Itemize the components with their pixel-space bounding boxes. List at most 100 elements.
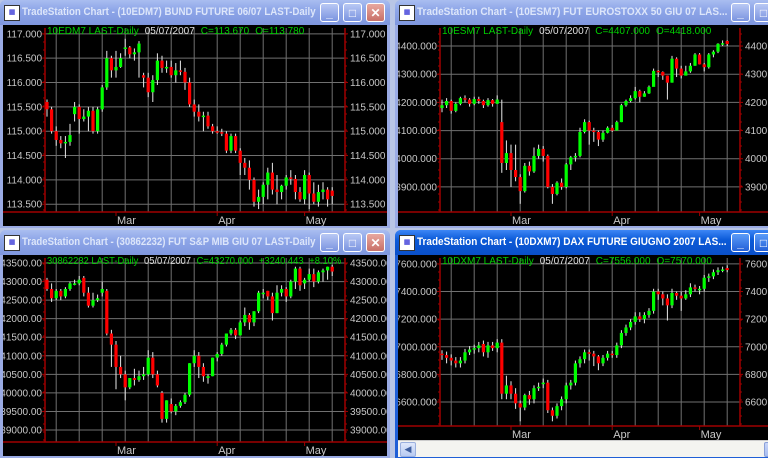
candle-body xyxy=(201,115,205,118)
candle-body xyxy=(569,382,573,386)
candle-body xyxy=(537,148,541,156)
candle-body xyxy=(587,352,591,354)
minimize-button[interactable]: _ xyxy=(320,3,339,22)
tradestation-chart-icon[interactable]: ▦ xyxy=(4,5,20,21)
maximize-button[interactable]: □ xyxy=(343,233,362,252)
legend-percent: +8.10% xyxy=(309,256,342,267)
tradestation-chart-icon[interactable]: ▦ xyxy=(4,235,20,251)
minimize-button[interactable]: _ xyxy=(320,233,339,252)
candle-body xyxy=(564,385,568,400)
chart-window-eurostoxx[interactable]: ▦ TradeStation Chart - (10ESM7) FUT EURO… xyxy=(395,0,768,228)
candle-body xyxy=(234,329,238,336)
candle-body xyxy=(307,274,311,280)
price-chart[interactable]: 117.000 117.000 116.500 116.500 116.000 116.0… xyxy=(3,25,387,226)
candle-body xyxy=(86,110,90,117)
chart-window-bund[interactable]: ▦ TradeStation Chart - (10EDM7) BUND FUT… xyxy=(0,0,390,228)
candle-body xyxy=(330,190,334,196)
y-axis-label-left: 117.000 xyxy=(7,29,43,40)
title-bar[interactable]: ▦ TradeStation Chart - (10DXM7) DAX FUTU… xyxy=(395,230,768,255)
x-axis-label: Apr xyxy=(613,215,630,226)
y-axis-label-left: 115.500 xyxy=(7,102,43,113)
title-bar[interactable]: ▦ TradeStation Chart - (10EDM7) BUND FUT… xyxy=(0,0,390,25)
title-bar[interactable]: ▦ TradeStation Chart - (10ESM7) FUT EURO… xyxy=(395,0,768,25)
candle-body xyxy=(665,75,669,83)
candle-body xyxy=(656,70,660,73)
candle-body xyxy=(504,385,508,394)
maximize-button[interactable]: □ xyxy=(343,3,362,22)
scroll-left-button[interactable]: ◀ xyxy=(400,442,416,457)
candle-body xyxy=(137,376,141,380)
candle-body xyxy=(564,164,568,187)
y-axis-label-right: 7400.000 xyxy=(745,287,768,298)
y-axis-label-right: 41000.00 xyxy=(350,351,387,362)
candle-body xyxy=(652,70,656,87)
candle-body xyxy=(546,155,550,187)
candle-body xyxy=(578,131,582,156)
legend-symbol: 30862232 LAST-Daily xyxy=(47,256,139,267)
candle-body xyxy=(293,268,297,282)
x-axis-label: Apr xyxy=(218,215,235,226)
candle-body xyxy=(665,298,669,306)
chart-svg: 117.000 117.000 116.500 116.500 116.000 116.0… xyxy=(3,28,387,226)
chart-window-sp-mib[interactable]: ▦ TradeStation Chart - (30862232) FUT S&… xyxy=(0,230,390,458)
minimize-button[interactable]: _ xyxy=(731,233,750,252)
candle-body xyxy=(59,290,63,297)
candle-body xyxy=(280,288,284,293)
tradestation-chart-icon[interactable]: ▦ xyxy=(399,235,415,251)
candle-body xyxy=(326,189,330,200)
candle-body xyxy=(596,131,600,140)
y-axis-label-left: 39500.00 xyxy=(3,407,42,418)
candle-body xyxy=(206,115,210,127)
candle-body xyxy=(224,333,228,345)
horizontal-scrollbar[interactable]: ◀ xyxy=(398,440,768,457)
candle-body xyxy=(711,272,715,277)
candle-body xyxy=(688,287,692,295)
price-chart[interactable]: 7600.000 7600.000 7400.000 7400.000 7200.000… xyxy=(398,255,768,440)
candle-body xyxy=(445,355,449,358)
candle-body xyxy=(449,357,453,361)
candle-body xyxy=(266,172,270,185)
x-axis-label: May xyxy=(701,429,722,440)
legend-symbol: 10EDM7 LAST-Daily xyxy=(47,26,139,37)
y-axis-label-right: 4400.000 xyxy=(745,42,768,53)
candle-body xyxy=(100,288,104,293)
candle-body xyxy=(721,43,725,45)
candle-body xyxy=(261,184,265,197)
candle-body xyxy=(321,189,325,193)
x-axis-label: Apr xyxy=(613,429,630,440)
candle-body xyxy=(68,135,72,142)
candle-body xyxy=(293,178,297,193)
close-button[interactable]: ✕ xyxy=(366,233,385,252)
title-bar[interactable]: ▦ TradeStation Chart - (30862232) FUT S&… xyxy=(0,230,390,255)
candle-body xyxy=(197,111,201,117)
tradestation-chart-icon[interactable]: ▦ xyxy=(399,5,415,21)
chart-window-dax[interactable]: ▦ TradeStation Chart - (10DXM7) DAX FUTU… xyxy=(395,230,768,458)
price-chart[interactable]: 4400.000 4400.000 4300.000 4300.000 4200.000… xyxy=(398,25,768,226)
candle-body xyxy=(174,70,178,76)
minimize-icon: _ xyxy=(737,6,744,20)
candle-body xyxy=(707,54,711,68)
y-axis-label-right: 42500.00 xyxy=(350,296,387,307)
candle-body xyxy=(592,130,596,133)
scrollbar-thumb[interactable] xyxy=(764,442,768,457)
candle-body xyxy=(316,192,320,202)
close-button[interactable]: ✕ xyxy=(366,3,385,22)
candle-body xyxy=(169,404,173,412)
legend-open: O=4418.000 xyxy=(656,26,712,37)
minimize-button[interactable]: _ xyxy=(731,3,750,22)
candle-body xyxy=(698,54,702,65)
candle-body xyxy=(638,316,642,320)
maximize-button[interactable]: □ xyxy=(754,233,768,252)
price-chart[interactable]: 43500.00 43500.00 43000.00 43000.00 42500.00… xyxy=(3,255,387,456)
maximize-button[interactable]: □ xyxy=(754,3,768,22)
candle-body xyxy=(211,357,215,377)
candle-body xyxy=(86,292,90,306)
candle-body xyxy=(215,131,219,133)
candle-body xyxy=(555,406,559,416)
candle-body xyxy=(472,348,476,350)
candle-body xyxy=(96,298,100,301)
candle-body xyxy=(463,98,467,100)
chart-legend: 30862232 LAST-Daily 05/07/2007 C=43270.0… xyxy=(47,256,341,267)
candle-body xyxy=(312,274,316,282)
candle-body xyxy=(656,291,660,295)
